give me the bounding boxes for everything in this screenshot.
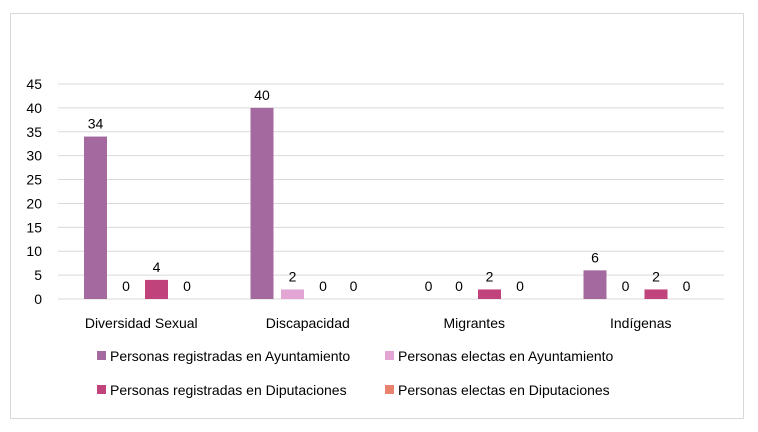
category-label: Discapacidad — [266, 315, 350, 331]
y-tick-label: 30 — [26, 148, 42, 164]
bar-0-1 — [250, 107, 274, 299]
data-label: 6 — [591, 249, 599, 265]
data-label: 0 — [350, 278, 358, 294]
data-label: 4 — [153, 259, 161, 275]
data-label: 34 — [88, 116, 104, 132]
legend-label: Personas registradas en Diputaciones — [110, 382, 347, 398]
legend-swatch-0 — [97, 351, 106, 360]
data-label: 40 — [254, 87, 270, 103]
data-label: 2 — [486, 268, 494, 284]
category-label: Indígenas — [610, 315, 672, 331]
y-tick-label: 35 — [26, 124, 42, 140]
y-tick-label: 20 — [26, 195, 42, 211]
data-label: 0 — [183, 278, 191, 294]
y-tick-label: 0 — [34, 291, 42, 307]
category-label: Diversidad Sexual — [85, 315, 198, 331]
data-label: 0 — [319, 278, 327, 294]
y-tick-label: 40 — [26, 100, 42, 116]
data-label: 2 — [652, 268, 660, 284]
y-tick-label: 5 — [34, 267, 42, 283]
data-label: 0 — [683, 278, 691, 294]
legend-swatch-1 — [385, 351, 394, 360]
legend-label: Personas electas en Ayuntamiento — [398, 348, 614, 364]
data-label: 0 — [425, 278, 433, 294]
data-label: 0 — [122, 278, 130, 294]
bar-1-1 — [281, 289, 304, 299]
data-label: 0 — [455, 278, 463, 294]
bar-0-0 — [84, 136, 107, 299]
legend-label: Personas registradas en Ayuntamiento — [110, 348, 350, 364]
y-tick-label: 10 — [26, 243, 42, 259]
legend-swatch-3 — [385, 385, 394, 394]
bar-2-3 — [644, 289, 668, 299]
data-label: 0 — [622, 278, 630, 294]
y-tick-label: 15 — [26, 219, 42, 235]
chart-frame — [10, 13, 744, 419]
category-label: Migrantes — [444, 315, 505, 331]
data-label: 2 — [289, 268, 297, 284]
legend-label: Personas electas en Diputaciones — [398, 382, 610, 398]
bar-2-2 — [478, 289, 501, 299]
bar-0-3 — [583, 270, 607, 299]
data-label: 0 — [516, 278, 524, 294]
y-tick-label: 25 — [26, 172, 42, 188]
bar-2-0 — [145, 279, 168, 299]
y-tick-label: 45 — [26, 76, 42, 92]
legend-swatch-2 — [97, 385, 106, 394]
